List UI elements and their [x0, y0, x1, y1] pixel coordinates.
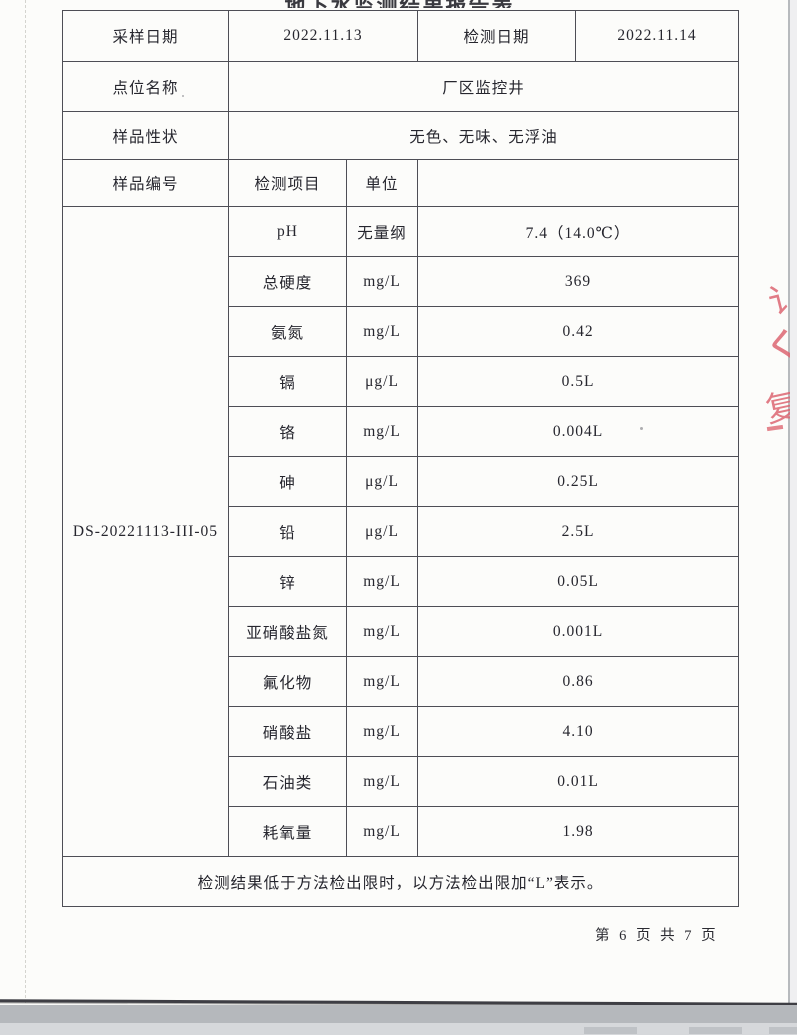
red-seal-glyph: く	[765, 324, 790, 366]
item-unit: mg/L	[346, 406, 418, 457]
item-unit: mg/L	[346, 256, 418, 307]
table-row: 氨氮 mg/L 0.42	[63, 306, 739, 357]
item-unit: μg/L	[346, 506, 418, 557]
point-name-label: 点位名称	[62, 61, 229, 112]
red-seal-glyph: 复	[765, 386, 790, 431]
item-value: 2.5L	[417, 506, 739, 557]
item-value: 0.004L	[417, 406, 739, 457]
table-row: 样品编号 检测项目 单位	[62, 159, 739, 207]
table-row: 总硬度 mg/L 369	[63, 256, 739, 307]
item-value: 0.86	[417, 656, 739, 707]
table-row: 亚硝酸盐氮 mg/L 0.001L	[63, 606, 739, 657]
item-unit: μg/L	[346, 456, 418, 507]
paper-right-margin	[790, 0, 797, 1005]
item-unit: mg/L	[346, 806, 418, 857]
item-value: 4.10	[417, 706, 739, 757]
next-sheet-edge	[0, 1023, 797, 1035]
item-value: 0.42	[417, 306, 739, 357]
table-row: 铬 mg/L 0.004L	[63, 406, 739, 457]
item-unit: mg/L	[346, 556, 418, 607]
item-value: 369	[417, 256, 739, 307]
item-name: 铬	[228, 406, 347, 457]
item-value: 0.05L	[417, 556, 739, 607]
table-row: 耗氧量 mg/L 1.98	[63, 806, 739, 857]
detection-limit-note: 检测结果低于方法检出限时，以方法检出限加“L”表示。	[62, 856, 739, 907]
item-unit: mg/L	[346, 706, 418, 757]
item-value: 0.001L	[417, 606, 739, 657]
next-sheet-mark	[769, 1027, 797, 1034]
item-name: 铅	[228, 506, 347, 557]
result-column-header	[417, 159, 739, 207]
item-unit: μg/L	[346, 356, 418, 407]
item-unit: mg/L	[346, 756, 418, 807]
groundwater-report-table: 采样日期 2022.11.13 检测日期 2022.11.14 点位名称 厂区监…	[62, 10, 739, 907]
page-indicator: 第 6 页 共 7 页	[595, 928, 719, 944]
table-row: 点位名称 厂区监控井	[62, 61, 739, 112]
page-title-clipped: 地下水监测结果报告表	[62, 0, 737, 8]
test-date-label: 检测日期	[417, 10, 576, 62]
table-row: 石油类 mg/L 0.01L	[63, 756, 739, 807]
table-row: 锌 mg/L 0.05L	[63, 556, 739, 607]
sampling-date-label: 采样日期	[62, 10, 229, 62]
paper-fold-line	[25, 0, 26, 1003]
table-row: 检测结果低于方法检出限时，以方法检出限加“L”表示。	[62, 856, 739, 907]
item-unit: mg/L	[346, 606, 418, 657]
table-row: 氟化物 mg/L 0.86	[63, 656, 739, 707]
item-name: 亚硝酸盐氮	[228, 606, 347, 657]
sample-id: DS-20221113-III-05	[62, 206, 229, 857]
item-name: 耗氧量	[228, 806, 347, 857]
test-date-value: 2022.11.14	[575, 10, 739, 62]
sample-character-value: 无色、无味、无浮油	[228, 111, 739, 160]
scan-speck	[182, 95, 184, 97]
next-sheet-mark	[584, 1027, 637, 1034]
sample-character-label: 样品性状	[62, 111, 229, 160]
unit-column-header: 单位	[346, 159, 418, 207]
item-name: 氟化物	[228, 656, 347, 707]
item-name: pH	[228, 206, 347, 257]
item-name: 硝酸盐	[228, 706, 347, 757]
paper-sheet: 地下水监测结果报告表 采样日期 2022.11.13 检测日期 2022.11.…	[0, 0, 797, 1005]
item-value: 1.98	[417, 806, 739, 857]
table-row: 样品性状 无色、无味、无浮油	[62, 111, 739, 160]
table-row: DS-20221113-III-05 pH 无量纲 7.4（14.0℃）	[62, 206, 739, 857]
table-row: 镉 μg/L 0.5L	[63, 356, 739, 407]
point-name-value: 厂区监控井	[228, 61, 739, 112]
item-name: 石油类	[228, 756, 347, 807]
table-row: 采样日期 2022.11.13 检测日期 2022.11.14	[62, 10, 739, 62]
next-sheet-mark	[689, 1027, 742, 1034]
sample-no-label: 样品编号	[62, 159, 229, 207]
item-unit: 无量纲	[346, 206, 418, 257]
item-value: 7.4（14.0℃）	[417, 206, 739, 257]
item-name: 总硬度	[228, 256, 347, 307]
scanner-background-band	[0, 1005, 797, 1023]
table-row: 砷 μg/L 0.25L	[63, 456, 739, 507]
red-seal-glyph: 讠	[765, 278, 790, 323]
scan-speck	[640, 427, 643, 430]
item-name: 锌	[228, 556, 347, 607]
red-seal-fragment: 讠 く 复	[765, 268, 790, 443]
item-unit: mg/L	[346, 306, 418, 357]
item-column-header: 检测项目	[228, 159, 347, 207]
item-value: 0.25L	[417, 456, 739, 507]
paper-right-edge	[788, 0, 790, 1005]
item-value: 0.5L	[417, 356, 739, 407]
item-name: 砷	[228, 456, 347, 507]
item-name: 镉	[228, 356, 347, 407]
item-value: 0.01L	[417, 756, 739, 807]
sampling-date-value: 2022.11.13	[228, 10, 418, 62]
page-title: 地下水监测结果报告表	[285, 0, 515, 8]
item-name: 氨氮	[228, 306, 347, 357]
table-row: 硝酸盐 mg/L 4.10	[63, 706, 739, 757]
item-unit: mg/L	[346, 656, 418, 707]
